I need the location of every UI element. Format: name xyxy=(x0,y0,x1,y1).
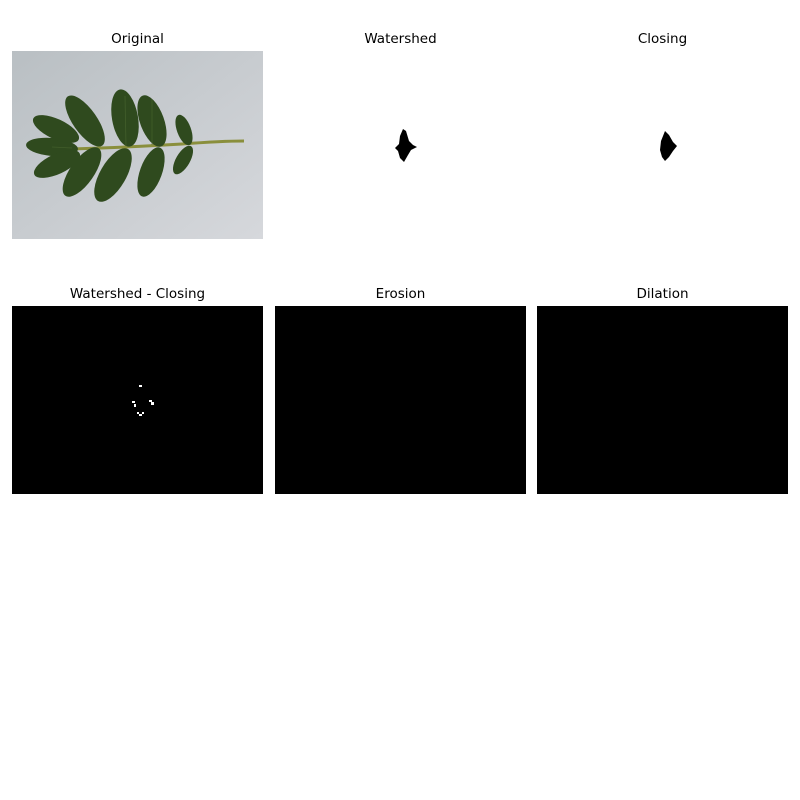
panel-title: Closing xyxy=(637,31,688,47)
closing-mask xyxy=(537,51,788,239)
panel-title: Erosion xyxy=(375,286,426,302)
panel-title: Watershed - Closing xyxy=(69,286,206,302)
panel-closing: Closing xyxy=(537,31,788,239)
leaf-photo xyxy=(12,51,263,239)
panel-dilation: Dilation xyxy=(537,286,788,494)
panel-original: Original xyxy=(12,31,263,239)
panel-watershed-closing: Watershed - Closing xyxy=(12,286,263,494)
erosion-image xyxy=(275,306,526,494)
panel-erosion: Erosion xyxy=(275,286,526,494)
watershed-mask xyxy=(275,51,526,239)
panel-title: Dilation xyxy=(636,286,689,302)
dilation-image xyxy=(537,306,788,494)
panel-title: Original xyxy=(111,31,164,47)
panel-watershed: Watershed xyxy=(275,31,526,239)
panel-title: Watershed xyxy=(364,31,437,47)
difference-image xyxy=(12,306,263,494)
